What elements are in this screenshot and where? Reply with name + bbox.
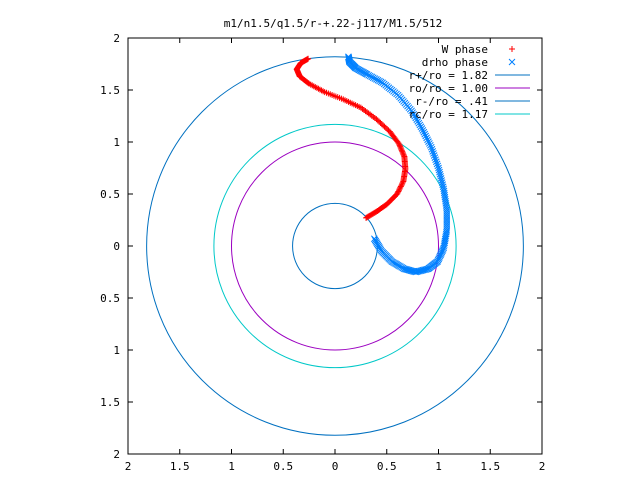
data-point: [434, 162, 442, 170]
data-point: [409, 109, 416, 116]
data-point: [413, 116, 421, 123]
series-drho-phase: [345, 53, 451, 276]
data-point: [440, 185, 448, 193]
legend-marker-swatch: [509, 46, 515, 52]
y-tick-label: 1.5: [100, 84, 120, 97]
data-point: [368, 73, 376, 81]
legend-label: W phase: [442, 43, 488, 56]
legend-marker-swatch: [508, 58, 516, 66]
x-tick-label: 1.5: [170, 460, 190, 473]
legend-label: drho phase: [422, 56, 488, 69]
data-point: [419, 126, 427, 134]
data-point: [436, 170, 444, 178]
circle-r-curve: [146, 56, 524, 436]
data-point: [345, 53, 352, 61]
data-point: [428, 145, 436, 153]
y-tick-label: 2: [113, 448, 120, 461]
data-point: [423, 265, 431, 273]
series-layer: [293, 53, 451, 276]
data-point: [426, 141, 434, 149]
y-tick-label: 0.5: [100, 188, 120, 201]
data-point: [430, 150, 437, 157]
data-point: [430, 152, 438, 159]
data-point: [415, 119, 423, 127]
data-point: [421, 130, 429, 138]
y-tick-label: 2: [113, 32, 120, 45]
x-tick-label: 0: [332, 460, 339, 473]
data-point: [369, 74, 377, 82]
data-point: [422, 132, 430, 140]
data-point: [422, 266, 430, 273]
data-point: [437, 172, 444, 180]
data-point: [438, 179, 446, 186]
data-point: [412, 114, 420, 122]
data-point: [438, 177, 445, 184]
data-point: [423, 134, 430, 142]
tick-layer: 2 1.5 1 0.5 0 0.5 1 1.5 221.510.500.511.52: [100, 32, 545, 473]
data-point: [416, 121, 424, 129]
data-point: [420, 128, 428, 136]
data-point: [366, 72, 374, 80]
y-tick-label: 1: [113, 344, 120, 357]
data-point: [373, 76, 380, 83]
x-tick-label: 0.5: [377, 460, 397, 473]
data-point: [410, 110, 418, 118]
data-point: [371, 75, 379, 82]
legend-label: r-/ro = .41: [415, 95, 488, 108]
x-tick-label: 2: [125, 460, 132, 473]
data-point: [426, 140, 433, 147]
x-tick-label: 0.5: [273, 460, 293, 473]
y-tick-label: 1.5: [100, 396, 120, 409]
y-tick-label: 0.5: [100, 292, 120, 305]
data-point: [411, 112, 419, 120]
data-point: [437, 175, 445, 182]
circle-ro-curve: [231, 141, 439, 351]
data-point: [433, 160, 441, 168]
circle-rc-curve: [213, 123, 457, 369]
series-w-phase: [293, 55, 409, 221]
data-point: [376, 77, 383, 85]
data-point: [374, 76, 382, 84]
data-point: [424, 136, 431, 144]
chart-title: m1/n1.5/q1.5/r-+.22-j117/M1.5/512: [224, 17, 443, 30]
data-point: [414, 118, 422, 125]
legend-label: ro/ro = 1.00: [409, 82, 488, 95]
legend-label: r+/ro = 1.82: [409, 69, 488, 82]
data-point: [425, 138, 432, 145]
data-point: [431, 154, 439, 161]
data-point: [429, 148, 437, 155]
data-point: [377, 78, 385, 86]
x-tick-label: 1.5: [480, 460, 500, 473]
x-tick-label: 2: [539, 460, 546, 473]
data-point: [418, 125, 426, 132]
data-point: [436, 168, 443, 176]
data-point: [379, 79, 386, 87]
data-point: [435, 166, 443, 174]
data-point: [427, 143, 435, 151]
legend-label: rc/ro = 1.17: [409, 108, 488, 121]
data-point: [439, 181, 446, 188]
data-point: [305, 55, 312, 62]
data-point: [417, 123, 425, 131]
data-point: [432, 158, 440, 166]
x-tick-label: 1: [435, 460, 442, 473]
y-tick-label: 0: [113, 240, 120, 253]
data-point: [439, 183, 447, 191]
data-point: [435, 164, 442, 172]
data-point: [432, 156, 439, 164]
x-tick-label: 1: [228, 460, 235, 473]
y-tick-label: 1: [113, 136, 120, 149]
